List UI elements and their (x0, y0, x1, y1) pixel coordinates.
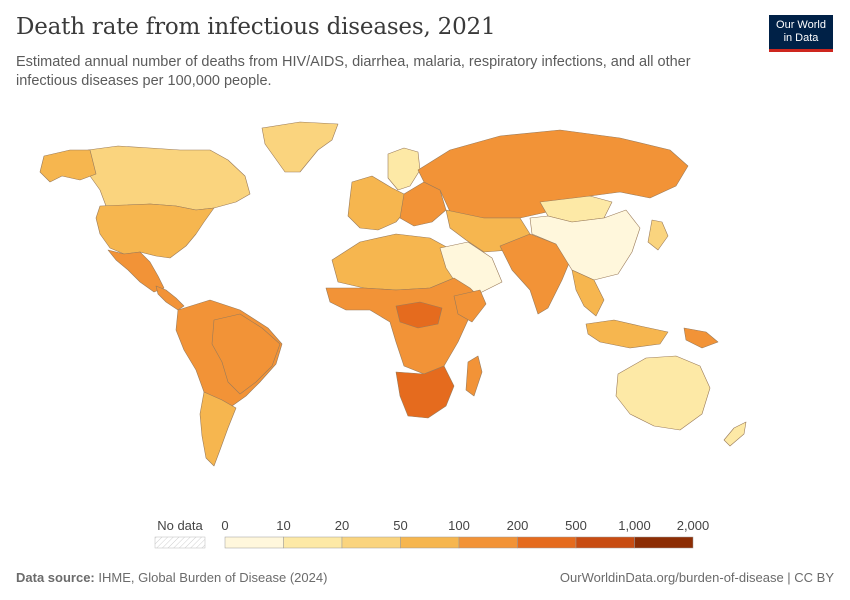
footer: Data source: IHME, Global Burden of Dise… (16, 570, 834, 585)
world-map[interactable]: Greenland Canada United States United St… (0, 110, 850, 510)
source-label: Data source: (16, 570, 95, 585)
logo-line-1: Our World (776, 19, 826, 31)
map-region-horn[interactable]: West & Central Africa (453, 289, 487, 323)
map-region-southern-africa[interactable]: Southern Africa (395, 365, 455, 419)
legend-tick-label: 10 (276, 518, 290, 533)
color-legend: No data 0 10 20 50 100 200 500 1,000 2,000 (154, 518, 710, 549)
legend-tick-label: 100 (448, 518, 470, 533)
map-region-south-asia[interactable]: South Asia (499, 233, 573, 315)
map-region-north-africa[interactable]: North Africa (331, 233, 455, 291)
map-region-europe[interactable]: Northern Europe (347, 175, 407, 231)
map-region-west-africa[interactable]: West & Central Africa (325, 277, 483, 375)
map-region-alaska[interactable]: United States (39, 149, 97, 183)
map-region-brazil[interactable]: Eastern Europe (211, 313, 281, 395)
map-region-central-america[interactable]: Mexico (155, 285, 185, 311)
map-region-central-africa[interactable]: Central African Republic (395, 301, 443, 329)
legend-tick-label: 500 (565, 518, 587, 533)
legend-bin-2 (341, 536, 401, 549)
legend-bin-7 (634, 536, 694, 549)
map-region-usa[interactable]: United States (95, 203, 215, 259)
legend-tick-label: 2,000 (677, 518, 710, 533)
legend-tick-label: 20 (335, 518, 349, 533)
legend-bin-4 (458, 536, 518, 549)
chart-subtitle: Estimated annual number of deaths from H… (16, 54, 691, 89)
legend-bin-0 (224, 536, 284, 549)
logo-line-2: in Data (783, 32, 819, 44)
legend-no-data-label: No data (157, 518, 203, 533)
chart-title: Death rate from infectious diseases, 202… (16, 14, 496, 40)
legend-tick-label: 0 (221, 518, 228, 533)
legend-bin-5 (517, 536, 577, 549)
owid-logo[interactable]: Our World in Data (769, 15, 833, 52)
legend-no-data-swatch (154, 536, 206, 549)
map-region-new-zealand[interactable]: New Zealand (723, 421, 747, 447)
legend-tick-label: 1,000 (618, 518, 651, 533)
map-region-madagascar[interactable]: Madagascar (465, 355, 483, 397)
map-region-japan[interactable]: Japan (647, 219, 669, 251)
map-region-china[interactable]: China (529, 209, 641, 281)
legend-tick-label: 200 (507, 518, 529, 533)
map-region-southeast-asia[interactable]: Southeast Asia (571, 269, 605, 317)
footer-url[interactable]: OurWorldinData.org/burden-of-disease | C… (559, 570, 834, 585)
legend-bin-3 (400, 536, 460, 549)
map-region-argentina[interactable]: Argentina (199, 391, 237, 467)
map-region-australia[interactable]: Australia (615, 355, 711, 431)
map-region-canada[interactable]: Canada (79, 145, 251, 211)
map-region-scandinavia[interactable]: Scandinavia (387, 147, 421, 191)
map-region-png[interactable]: Papua New Guinea (683, 327, 719, 349)
map-region-mexico[interactable]: Mexico (107, 249, 165, 293)
source-text: IHME, Global Burden of Disease (2024) (98, 570, 328, 585)
legend-bin-6 (575, 536, 635, 549)
map-region-greenland[interactable]: Greenland (261, 121, 339, 173)
map-region-indonesia[interactable]: Indonesia (585, 319, 669, 349)
legend-bin-1 (283, 536, 343, 549)
legend-tick-label: 50 (393, 518, 407, 533)
